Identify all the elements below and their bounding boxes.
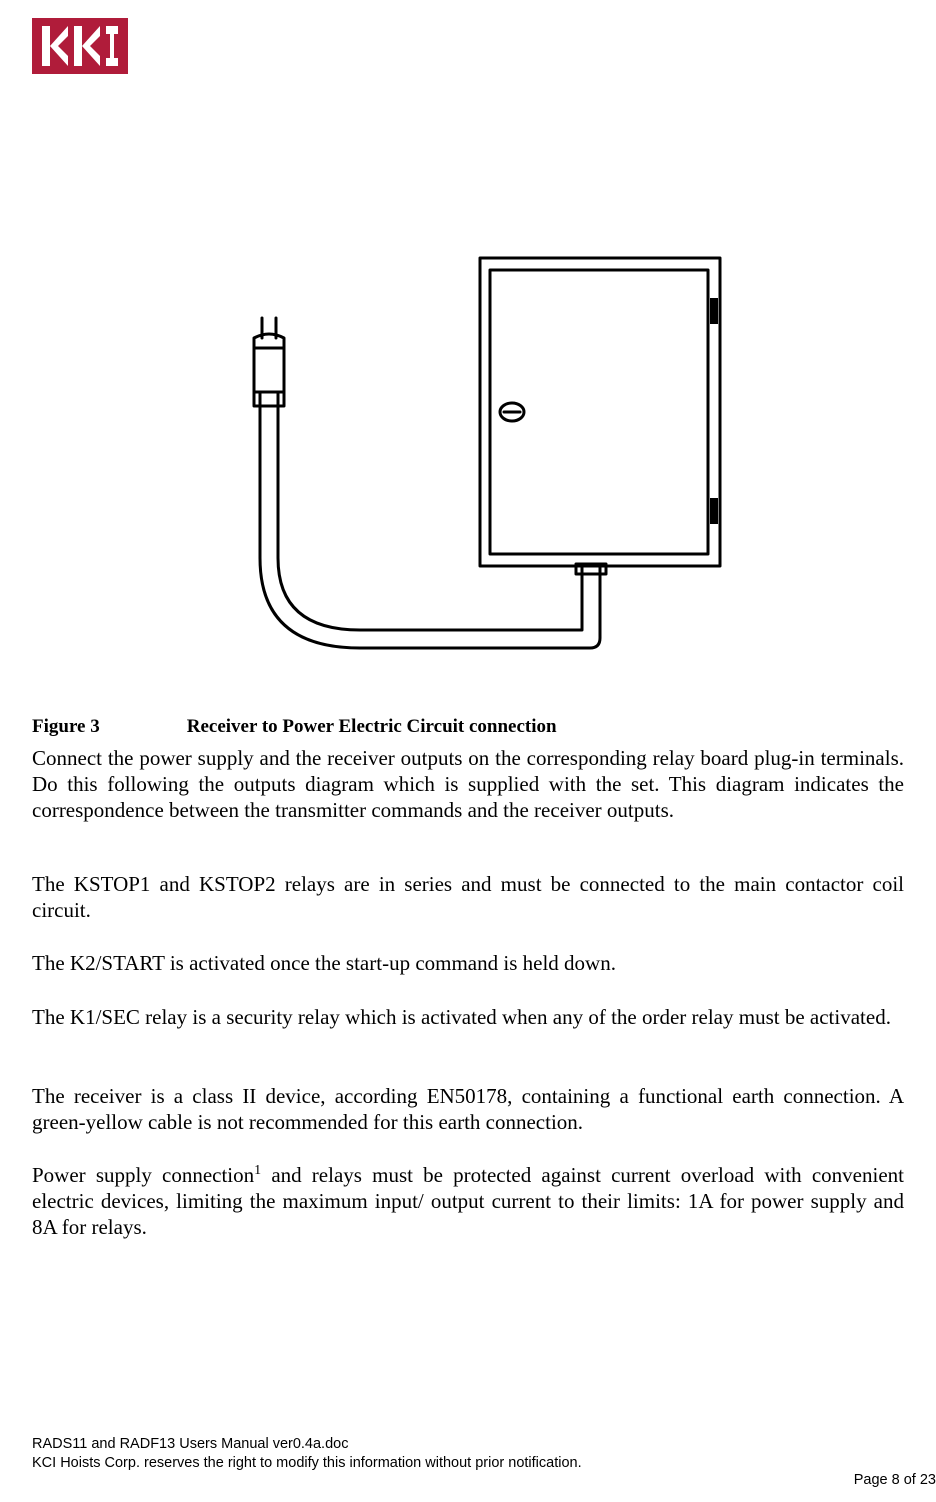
page-number: Page 8 of 23	[854, 1472, 936, 1488]
paragraph-5: The receiver is a class II device, accor…	[32, 1083, 904, 1135]
paragraph-1: Connect the power supply and the receive…	[32, 745, 904, 823]
paragraph-3: The K2/START is activated once the start…	[32, 950, 904, 976]
paragraph-4: The K1/SEC relay is a security relay whi…	[32, 1004, 904, 1030]
paragraph-2: The KSTOP1 and KSTOP2 relays are in seri…	[32, 871, 904, 923]
footer-disclaimer: KCI Hoists Corp. reserves the right to m…	[32, 1454, 904, 1474]
paragraph-6: Power supply connection1 and relays must…	[32, 1162, 904, 1240]
figure-3-diagram	[190, 248, 750, 688]
footer-doc-title: RADS11 and RADF13 Users Manual ver0.4a.d…	[32, 1435, 904, 1455]
figure-caption: Figure 3 Receiver to Power Electric Circ…	[32, 716, 557, 738]
page-footer: RADS11 and RADF13 Users Manual ver0.4a.d…	[32, 1435, 904, 1474]
kci-logo	[32, 18, 128, 74]
figure-number: Figure 3	[32, 716, 182, 738]
figure-title: Receiver to Power Electric Circuit conne…	[187, 716, 557, 737]
p6-part-a: Power supply connection	[32, 1163, 254, 1187]
